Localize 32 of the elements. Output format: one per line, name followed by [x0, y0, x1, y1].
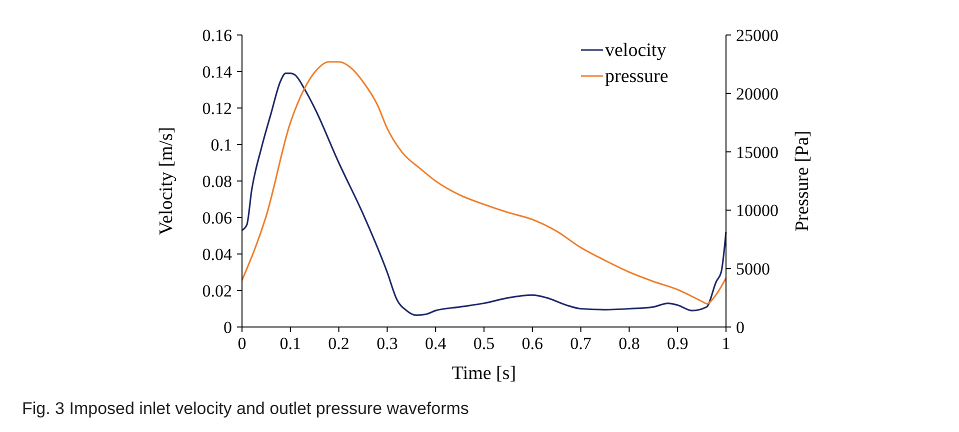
- legend-label: pressure: [605, 66, 668, 87]
- x-tick-label: 0.9: [666, 334, 688, 353]
- x-tick-label: 0.2: [328, 334, 350, 353]
- y-tick-label: 0.14: [202, 62, 232, 82]
- y-tick-label: 0: [224, 318, 232, 337]
- y2-tick-label: 5000: [736, 260, 770, 279]
- y-tick-label: 0.02: [202, 282, 232, 300]
- y-tick-label: 0.1: [210, 136, 232, 154]
- y-tick-label: 0.08: [202, 172, 232, 191]
- y2-axis-title: Pressure [Pa]: [792, 130, 813, 232]
- x-tick-label: 0.6: [522, 334, 544, 353]
- y2-tick-label: 15000: [736, 142, 778, 162]
- x-tick-label: 0: [238, 334, 246, 353]
- y2-tick-label: 10000: [736, 201, 778, 220]
- y2-tick-label: 0: [736, 318, 744, 337]
- y2-tick-label: 25000: [736, 26, 778, 45]
- caption: Fig. 3 Imposed inlet velocity and outlet pressure waveforms: [22, 399, 469, 418]
- x-tick-label: 0.1: [280, 334, 302, 353]
- legend-label: velocity: [605, 40, 667, 61]
- x-tick-label: 0.5: [473, 334, 495, 353]
- y-tick-label: 0.12: [202, 99, 232, 118]
- x-tick-label: 0.3: [376, 334, 398, 353]
- y-tick-label: 0.04: [202, 245, 232, 264]
- y-tick-label: 0.16: [202, 26, 232, 45]
- y2-tick-label: 20000: [736, 84, 778, 104]
- x-tick-label: 0.8: [618, 334, 640, 353]
- x-axis-title: Time [s]: [452, 363, 516, 384]
- x-tick-label: 0.7: [570, 334, 592, 353]
- x-tick-label: 0.4: [424, 334, 447, 353]
- y-tick-label: 0.06: [202, 208, 232, 228]
- y-axis-title: Velocity [m/s]: [156, 126, 177, 236]
- x-tick-label: 1: [722, 334, 730, 353]
